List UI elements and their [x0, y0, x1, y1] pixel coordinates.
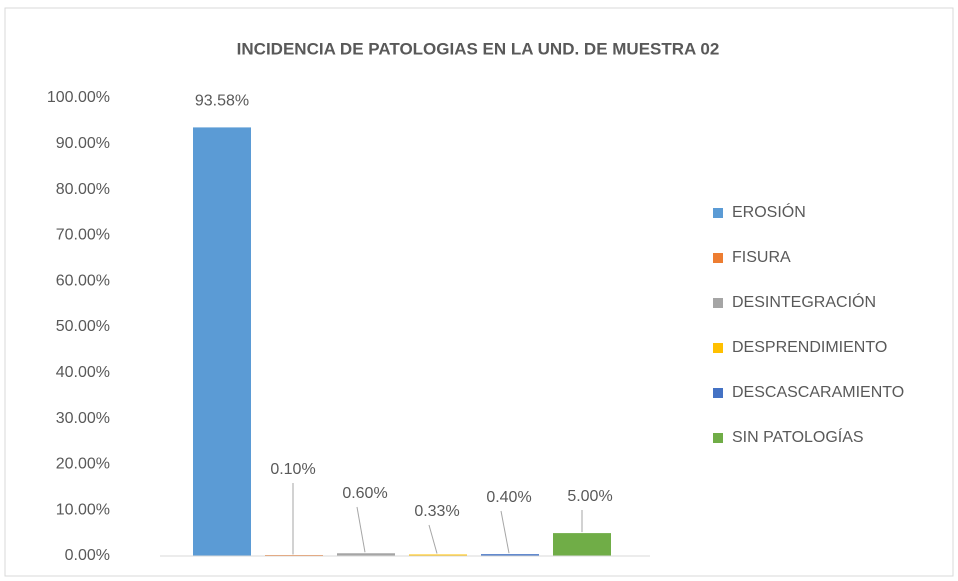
y-tick-label: 0.00% — [65, 547, 110, 564]
data-label: 0.40% — [486, 489, 531, 506]
leader-line — [356, 506, 366, 553]
y-tick-label: 70.00% — [56, 227, 110, 244]
y-tick-label: 20.00% — [56, 456, 110, 473]
legend-swatch — [713, 253, 723, 263]
bar — [193, 127, 251, 557]
data-label: 0.60% — [342, 485, 387, 502]
data-label: 0.10% — [270, 461, 315, 478]
y-tick-label: 10.00% — [56, 501, 110, 518]
y-tick-label: 50.00% — [56, 318, 110, 335]
leader-line — [500, 510, 510, 554]
y-tick-label: 30.00% — [56, 410, 110, 427]
y-tick-label: 40.00% — [56, 364, 110, 381]
y-tick-label: 90.00% — [56, 135, 110, 152]
data-label: 93.58% — [195, 93, 249, 110]
legend-swatch — [713, 208, 723, 218]
y-tick-label: 60.00% — [56, 272, 110, 289]
legend-label: DESPRENDIMIENTO — [732, 339, 887, 356]
legend-swatch — [713, 388, 723, 398]
chart-title: INCIDENCIA DE PATOLOGIAS EN LA UND. DE M… — [237, 39, 720, 58]
chart-border — [4, 7, 954, 577]
y-tick-label: 80.00% — [56, 181, 110, 198]
legend-label: DESCASCARAMIENTO — [732, 384, 904, 401]
data-label: 5.00% — [567, 488, 612, 505]
bar — [481, 554, 539, 556]
legend-label: EROSIÓN — [732, 202, 806, 221]
legend-swatch — [713, 343, 723, 353]
leader-line — [428, 524, 438, 554]
bar — [337, 553, 395, 556]
legend-swatch — [713, 433, 723, 443]
legend-label: SIN PATOLOGÍAS — [732, 427, 864, 446]
bar — [553, 533, 611, 556]
y-tick-label: 100.00% — [47, 89, 110, 106]
legend-label: DESINTEGRACIÓN — [732, 292, 876, 311]
legend-label: FISURA — [732, 249, 791, 266]
data-label: 0.33% — [414, 503, 459, 520]
bar — [409, 554, 467, 556]
legend-swatch — [713, 298, 723, 308]
